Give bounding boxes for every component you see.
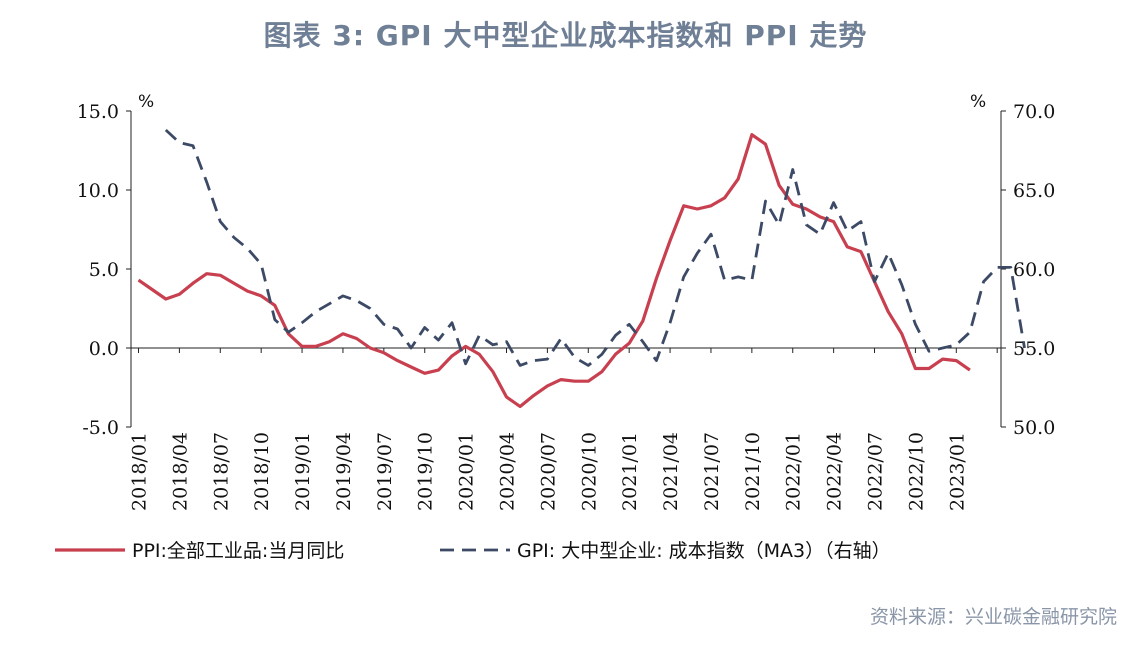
x-tick-label: 2021/01 <box>619 432 641 511</box>
x-tick-label: 2022/01 <box>783 432 805 511</box>
x-tick-label: 2020/04 <box>497 432 519 511</box>
left-tick-label: -5.0 <box>82 417 119 439</box>
x-tick-label: 2020/07 <box>537 432 559 511</box>
x-tick-label: 2023/01 <box>946 432 968 511</box>
x-tick-label: 2018/07 <box>210 432 232 511</box>
labels-layer: -5.0 0.0 5.0 10.0 15.0 50.0 55.0 60.0 65.0 70.0%%… <box>77 92 1056 511</box>
right-tick-label: 60.0 <box>1013 259 1055 281</box>
right-tick-label: 65.0 <box>1013 180 1055 202</box>
x-tick-label: 2019/07 <box>374 432 396 511</box>
x-tick-label: 2018/04 <box>169 432 191 511</box>
legend: PPI:全部工业品:当月同比 GPI: 大中型企业: 成本指数（MA3）（右轴） <box>55 540 891 562</box>
series-layer <box>137 128 1026 409</box>
x-tick-label: 2022/10 <box>905 432 927 511</box>
x-tick-label: 2019/10 <box>415 432 437 511</box>
x-tick-label: 2022/04 <box>824 432 846 511</box>
left-tick-label: 10.0 <box>77 180 119 202</box>
source-note: 资料来源：兴业碳金融研究院 <box>869 606 1117 628</box>
right-axis-unit: % <box>970 92 986 112</box>
left-axis-unit: % <box>138 92 154 112</box>
chart-title: 图表 3: GPI 大中型企业成本指数和 PPI 走势 <box>263 19 868 52</box>
left-tick-label: 15.0 <box>77 101 119 123</box>
right-tick-label: 55.0 <box>1013 338 1055 360</box>
right-tick-label: 70.0 <box>1013 101 1055 123</box>
left-tick-label: 0.0 <box>89 338 119 360</box>
x-tick-label: 2021/04 <box>660 432 682 511</box>
x-tick-label: 2018/10 <box>251 432 273 511</box>
legend-label-ppi: PPI:全部工业品:当月同比 <box>132 540 344 562</box>
x-tick-label: 2019/04 <box>333 432 355 511</box>
x-tick-label: 2019/01 <box>292 432 314 511</box>
right-tick-label: 50.0 <box>1013 417 1055 439</box>
x-tick-label: 2022/07 <box>865 432 887 511</box>
x-tick-label: 2020/10 <box>578 432 600 511</box>
gpi-series-line <box>164 128 1026 367</box>
x-tick-label: 2021/10 <box>742 432 764 511</box>
legend-label-gpi: GPI: 大中型企业: 成本指数（MA3）（右轴） <box>517 540 891 562</box>
x-tick-label: 2020/01 <box>456 432 478 511</box>
left-tick-label: 5.0 <box>89 259 119 281</box>
x-tick-label: 2018/01 <box>129 432 151 511</box>
ppi-series-line <box>137 133 971 409</box>
x-tick-label: 2021/07 <box>701 432 723 511</box>
